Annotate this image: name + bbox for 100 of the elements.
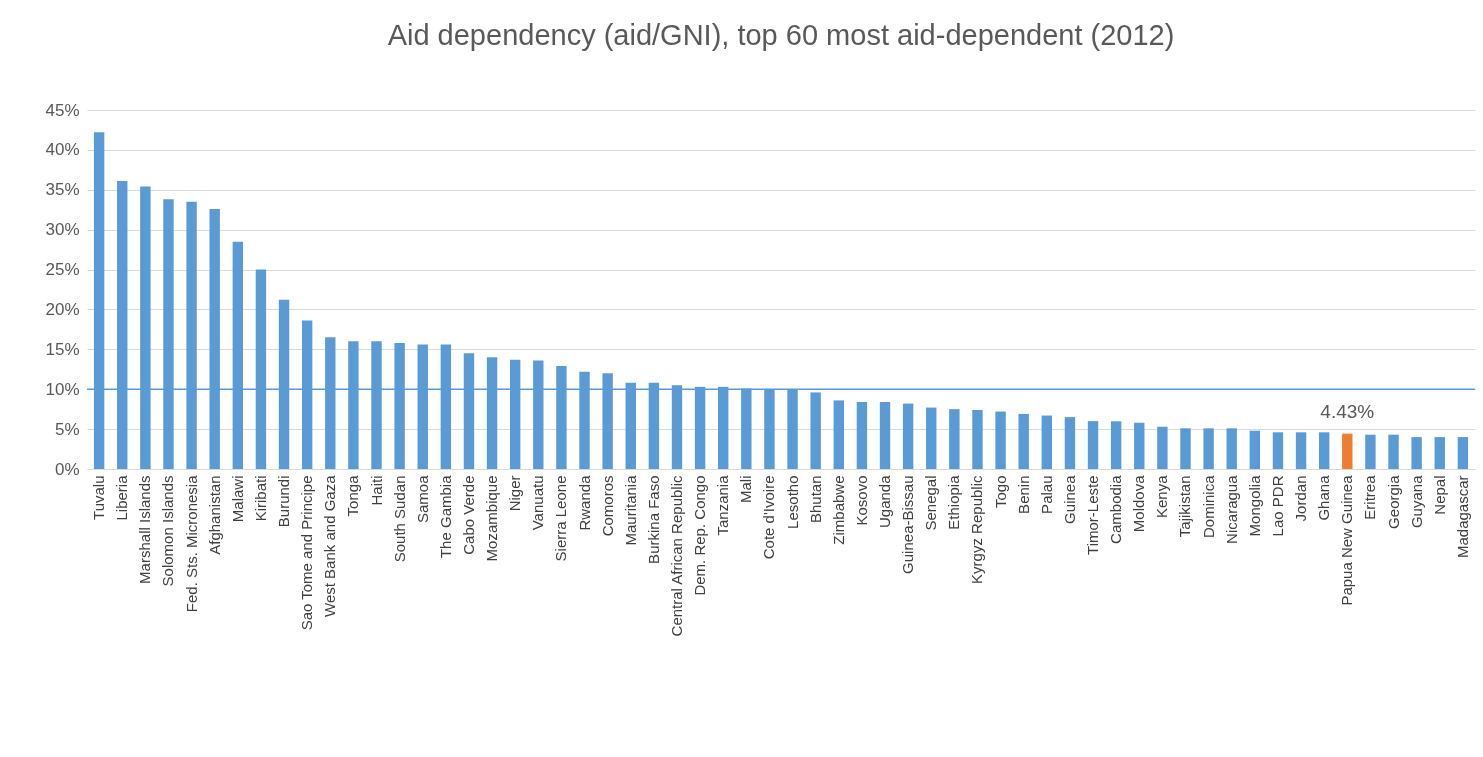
- x-tick-label: Uganda: [876, 474, 894, 529]
- x-tick-label: West Bank and Gaza: [321, 474, 339, 617]
- x-tick-label: Senegal: [922, 475, 940, 531]
- y-tick-label: 30%: [45, 220, 80, 240]
- x-tick-label: Burkina Faso: [644, 475, 662, 564]
- x-tick-label: Mauritania: [621, 474, 639, 546]
- x-tick-label: Zimbabwe: [829, 475, 847, 545]
- bar: [995, 411, 1006, 469]
- x-tick-label: Nicaragua: [1222, 474, 1240, 544]
- x-tick-label: Mali: [737, 475, 755, 504]
- x-tick-label: Lao PDR: [1268, 475, 1286, 537]
- x-tick-label: South Sudan: [390, 475, 408, 563]
- bar: [879, 401, 891, 469]
- x-tick-label: Cambodia: [1107, 474, 1125, 544]
- x-tick-label: Vanuatu: [529, 475, 547, 531]
- x-tick-label: Lesotho: [783, 475, 801, 529]
- data-label: 4.43%: [1320, 400, 1375, 422]
- y-tick-label: 40%: [45, 140, 80, 160]
- bar: [1318, 432, 1330, 469]
- bar: [1157, 426, 1168, 469]
- y-tick-label: 15%: [45, 339, 80, 359]
- bar: [833, 400, 844, 469]
- x-tick-label: Burundi: [275, 475, 293, 528]
- x-tick-label: Sierra Leone: [552, 475, 570, 562]
- x-tick-label: Jordan: [1292, 475, 1310, 522]
- x-tick-label: Kiribati: [251, 475, 269, 522]
- y-tick-label: 25%: [45, 260, 80, 280]
- bar: [926, 407, 937, 469]
- x-tick-label: Comoros: [598, 475, 616, 537]
- y-tick-label: 45%: [45, 100, 80, 120]
- x-tick-label: Solomon Islands: [159, 475, 177, 587]
- x-tick-label: Kenya: [1153, 474, 1171, 519]
- x-tick-label: Mongolia: [1245, 474, 1263, 537]
- bar: [949, 409, 960, 469]
- bar: [1226, 428, 1237, 469]
- bar: [1018, 413, 1029, 469]
- bar: [1203, 428, 1214, 469]
- bar: [1041, 415, 1053, 469]
- x-tick-label: Cote d'Ivoire: [760, 475, 778, 560]
- bar: [1272, 432, 1284, 469]
- x-tick-label: Fed. Sts. Micronesia: [182, 474, 200, 613]
- x-tick-label: Bhutan: [806, 475, 824, 524]
- y-tick-label: 20%: [45, 299, 80, 319]
- x-tick-label: Madagascar: [1453, 475, 1471, 559]
- bar: [1249, 430, 1261, 469]
- y-tick-label: 10%: [45, 379, 80, 399]
- x-tick-label: Nepal: [1430, 475, 1448, 515]
- y-tick-label: 35%: [45, 180, 80, 200]
- x-tick-label: Benin: [1014, 475, 1032, 514]
- bar: [1087, 421, 1099, 469]
- x-tick-label: Dem. Rep. Congo: [691, 475, 709, 596]
- bar: [1180, 428, 1191, 469]
- x-tick-label: Guinea-Bissau: [899, 475, 917, 574]
- x-tick-label: Rwanda: [575, 474, 593, 531]
- x-tick-label: Tajikistan: [1176, 475, 1194, 538]
- x-tick-label: Haiti: [367, 475, 385, 506]
- x-tick-label: Eritrea: [1361, 474, 1379, 520]
- bar: [856, 401, 868, 469]
- x-tick-label: Marshall Islands: [136, 475, 154, 584]
- x-tick-label: Palau: [1037, 475, 1055, 514]
- bar: [810, 392, 821, 469]
- bar: [1365, 434, 1376, 469]
- chart-title: Aid dependency (aid/GNI), top 60 most aid-dependent (2012): [387, 19, 1175, 51]
- x-tick-label: Timor-Leste: [1084, 475, 1102, 555]
- x-tick-label: Guyana: [1407, 474, 1425, 529]
- x-tick-label: Malawi: [228, 475, 246, 523]
- x-tick-label: Mozambique: [483, 475, 501, 562]
- x-tick-label: Central African Republic: [667, 475, 685, 637]
- x-tick-label: Kyrgyz Republic: [968, 475, 986, 584]
- bar: [1134, 422, 1145, 469]
- bar: [1342, 433, 1353, 469]
- x-tick-label: Cabo Verde: [459, 475, 477, 555]
- y-tick-label: 5%: [54, 419, 80, 439]
- x-tick-label: Sao Tome and Principe: [298, 475, 316, 631]
- y-tick-label: 0%: [54, 459, 80, 479]
- x-tick-label: Tonga: [344, 474, 362, 517]
- x-tick-label: Guinea: [1060, 474, 1078, 524]
- x-tick-label: Niger: [506, 475, 524, 512]
- x-tick-label: Tuvalu: [90, 475, 108, 520]
- x-tick-label: Samoa: [413, 474, 431, 524]
- bar: [1064, 417, 1076, 469]
- x-tick-label: Ethiopia: [945, 474, 963, 530]
- bar: [1434, 437, 1445, 469]
- bar: [1388, 434, 1399, 469]
- bar: [902, 403, 914, 469]
- x-tick-label: Afghanistan: [205, 475, 223, 555]
- x-tick-label: Dominica: [1199, 474, 1217, 539]
- x-tick-label: Georgia: [1384, 474, 1402, 529]
- x-tick-label: Togo: [991, 475, 1009, 509]
- x-tick-label: Papua New Guinea: [1338, 474, 1356, 606]
- bar: [1411, 437, 1422, 469]
- x-tick-label: Tanzania: [714, 474, 732, 536]
- x-tick-label: Liberia: [113, 474, 131, 521]
- x-tick-label: Kosovo: [852, 475, 870, 526]
- bar: [972, 409, 983, 469]
- x-tick-label: Moldova: [1130, 474, 1148, 533]
- x-tick-label: The Gambia: [436, 474, 454, 559]
- bar: [1457, 437, 1469, 469]
- bar: [1110, 421, 1122, 469]
- x-tick-label: Ghana: [1315, 474, 1333, 521]
